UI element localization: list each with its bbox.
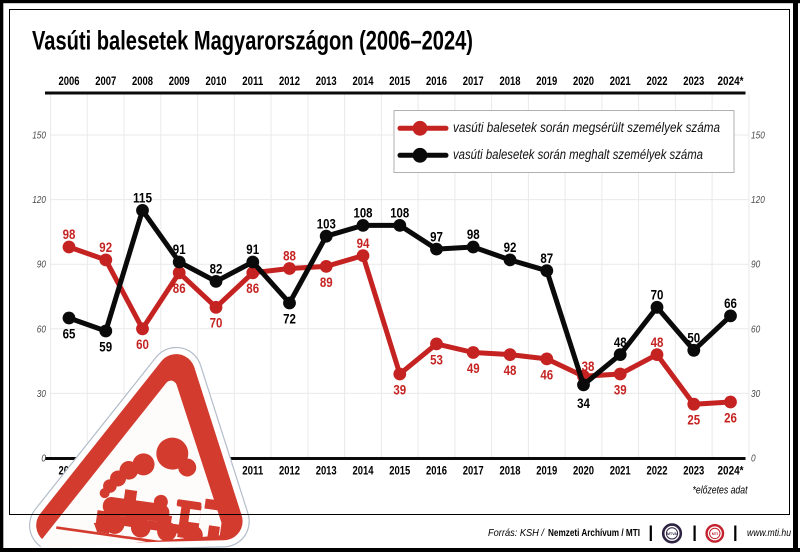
svg-text:94: 94 — [357, 235, 370, 251]
svg-text:59: 59 — [99, 338, 112, 354]
svg-text:25: 25 — [687, 412, 700, 428]
svg-text:65: 65 — [63, 325, 76, 341]
svg-text:120: 120 — [32, 195, 46, 206]
svg-text:97: 97 — [430, 228, 443, 244]
svg-text:50: 50 — [687, 330, 700, 346]
svg-text:2022: 2022 — [647, 466, 668, 478]
svg-text:60: 60 — [37, 324, 47, 335]
svg-text:48: 48 — [651, 334, 664, 350]
svg-text:30: 30 — [37, 389, 47, 400]
svg-text:91: 91 — [246, 241, 259, 257]
svg-text:MTI: MTI — [712, 532, 718, 536]
svg-text:86: 86 — [173, 280, 186, 296]
svg-text:2012: 2012 — [279, 76, 300, 88]
svg-text:90: 90 — [751, 260, 761, 271]
svg-text:2011: 2011 — [242, 76, 264, 88]
svg-text:2011: 2011 — [242, 466, 264, 478]
svg-text:2016: 2016 — [426, 466, 447, 478]
svg-text:www.mti.hu: www.mti.hu — [747, 527, 791, 539]
svg-text:2018: 2018 — [500, 466, 521, 478]
svg-text:87: 87 — [540, 250, 553, 266]
svg-text:2023: 2023 — [683, 76, 704, 88]
svg-text:2017: 2017 — [463, 76, 484, 88]
svg-text:2008: 2008 — [132, 76, 153, 88]
svg-text:98: 98 — [63, 226, 76, 242]
svg-text:2015: 2015 — [389, 466, 410, 478]
svg-text:91: 91 — [173, 241, 186, 257]
svg-text:70: 70 — [210, 315, 223, 331]
svg-text:0: 0 — [751, 454, 756, 465]
svg-text:Vasúti balesetek Magyarországo: Vasúti balesetek Magyarországon (2006–20… — [32, 26, 473, 56]
svg-text:2021: 2021 — [610, 76, 631, 88]
svg-text:150: 150 — [32, 131, 46, 142]
svg-text:49: 49 — [467, 360, 480, 376]
svg-text:0: 0 — [41, 454, 46, 465]
svg-text:30: 30 — [751, 389, 761, 400]
svg-text:2018: 2018 — [500, 76, 521, 88]
svg-text:108: 108 — [354, 205, 373, 221]
svg-text:60: 60 — [136, 336, 149, 352]
svg-text:2007: 2007 — [95, 76, 116, 88]
svg-text:34: 34 — [577, 395, 590, 411]
svg-text:2010: 2010 — [206, 76, 227, 88]
svg-text:vasúti balesetek során megsérü: vasúti balesetek során megsérült személy… — [453, 120, 720, 135]
svg-text:70: 70 — [651, 287, 664, 303]
svg-text:2013: 2013 — [316, 76, 337, 88]
svg-text:38: 38 — [582, 358, 595, 374]
svg-text:48: 48 — [504, 362, 517, 378]
svg-text:92: 92 — [99, 239, 112, 255]
svg-text:89: 89 — [320, 274, 333, 290]
svg-text:88: 88 — [283, 248, 296, 264]
svg-text:39: 39 — [614, 381, 627, 397]
svg-text:2024*: 2024* — [718, 76, 744, 88]
svg-text:vasúti balesetek során meghalt: vasúti balesetek során meghalt személyek… — [453, 147, 703, 162]
svg-text:2006: 2006 — [59, 76, 80, 88]
svg-text:103: 103 — [317, 215, 336, 231]
svg-text:60: 60 — [751, 324, 761, 335]
svg-text:120: 120 — [751, 195, 765, 206]
svg-text:Nemzeti Archívum / MTI: Nemzeti Archívum / MTI — [548, 527, 640, 539]
svg-text:48: 48 — [614, 334, 627, 350]
svg-text:2017: 2017 — [463, 466, 484, 478]
svg-text:MTVA: MTVA — [667, 532, 677, 536]
svg-text:2022: 2022 — [647, 76, 668, 88]
svg-text:150: 150 — [751, 131, 765, 142]
svg-text:72: 72 — [283, 310, 296, 326]
svg-text:2020: 2020 — [573, 466, 594, 478]
svg-text:26: 26 — [724, 409, 737, 425]
svg-text:2023: 2023 — [683, 466, 704, 478]
svg-text:2019: 2019 — [536, 76, 557, 88]
svg-text:90: 90 — [37, 260, 47, 271]
svg-text:86: 86 — [246, 280, 259, 296]
svg-text:2019: 2019 — [536, 466, 557, 478]
svg-text:2013: 2013 — [316, 466, 337, 478]
svg-text:*előzetes adat: *előzetes adat — [693, 485, 749, 497]
svg-text:Forrás: KSH /: Forrás: KSH / — [488, 527, 545, 539]
svg-text:53: 53 — [430, 351, 443, 367]
svg-text:2020: 2020 — [573, 76, 594, 88]
svg-text:2014: 2014 — [353, 466, 374, 478]
svg-text:2012: 2012 — [279, 466, 300, 478]
svg-text:2014: 2014 — [353, 76, 374, 88]
svg-text:46: 46 — [540, 366, 553, 382]
svg-text:98: 98 — [467, 226, 480, 242]
svg-text:2021: 2021 — [610, 466, 631, 478]
svg-text:108: 108 — [390, 205, 409, 221]
svg-text:2009: 2009 — [169, 76, 190, 88]
svg-text:39: 39 — [393, 381, 406, 397]
svg-text:2015: 2015 — [389, 76, 410, 88]
svg-text:2024*: 2024* — [718, 466, 744, 478]
svg-text:2016: 2016 — [426, 76, 447, 88]
svg-text:66: 66 — [724, 295, 737, 311]
svg-text:82: 82 — [210, 261, 223, 277]
svg-text:115: 115 — [133, 190, 152, 206]
svg-text:92: 92 — [504, 239, 517, 255]
